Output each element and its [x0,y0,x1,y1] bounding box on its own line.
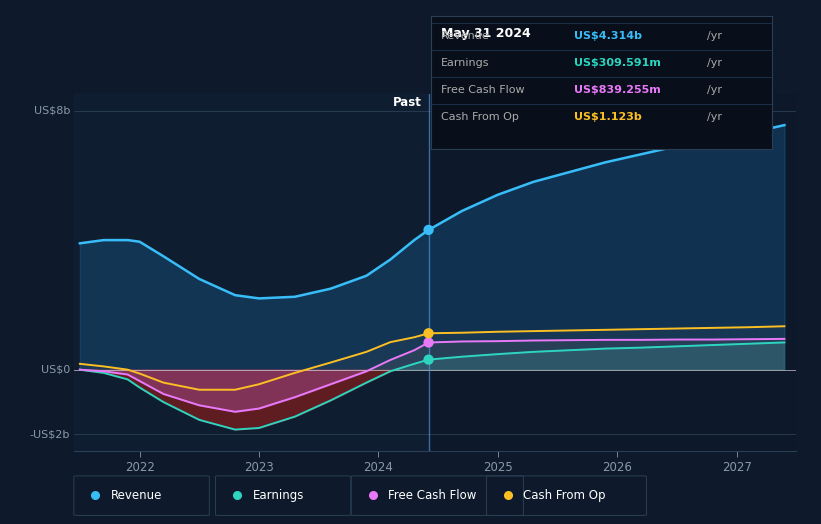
Text: /yr: /yr [707,31,722,41]
Text: Revenue: Revenue [441,31,490,41]
Text: /yr: /yr [707,85,722,95]
Text: US$0: US$0 [41,365,71,375]
Text: /yr: /yr [707,58,722,68]
Text: US$4.314b: US$4.314b [574,31,642,41]
Text: Free Cash Flow: Free Cash Flow [441,85,525,95]
Text: -US$2b: -US$2b [30,430,71,440]
Point [422,329,435,337]
Text: Cash From Op: Cash From Op [524,489,606,501]
Text: Cash From Op: Cash From Op [441,112,519,122]
Text: May 31 2024: May 31 2024 [441,27,531,40]
Text: US$1.123b: US$1.123b [574,112,642,122]
Text: US$309.591m: US$309.591m [574,58,661,68]
Text: Analysts Forecasts: Analysts Forecasts [436,96,546,109]
Point [422,355,435,364]
Text: Past: Past [392,96,421,109]
Text: Revenue: Revenue [111,489,163,501]
Point [422,339,435,347]
Text: /yr: /yr [707,112,722,122]
Text: Earnings: Earnings [253,489,304,501]
Text: Earnings: Earnings [441,58,490,68]
Bar [74,94,429,451]
Text: US$839.255m: US$839.255m [574,85,661,95]
Text: Free Cash Flow: Free Cash Flow [388,489,476,501]
Text: US$8b: US$8b [34,105,71,115]
Point [422,226,435,234]
Bar [429,94,796,451]
